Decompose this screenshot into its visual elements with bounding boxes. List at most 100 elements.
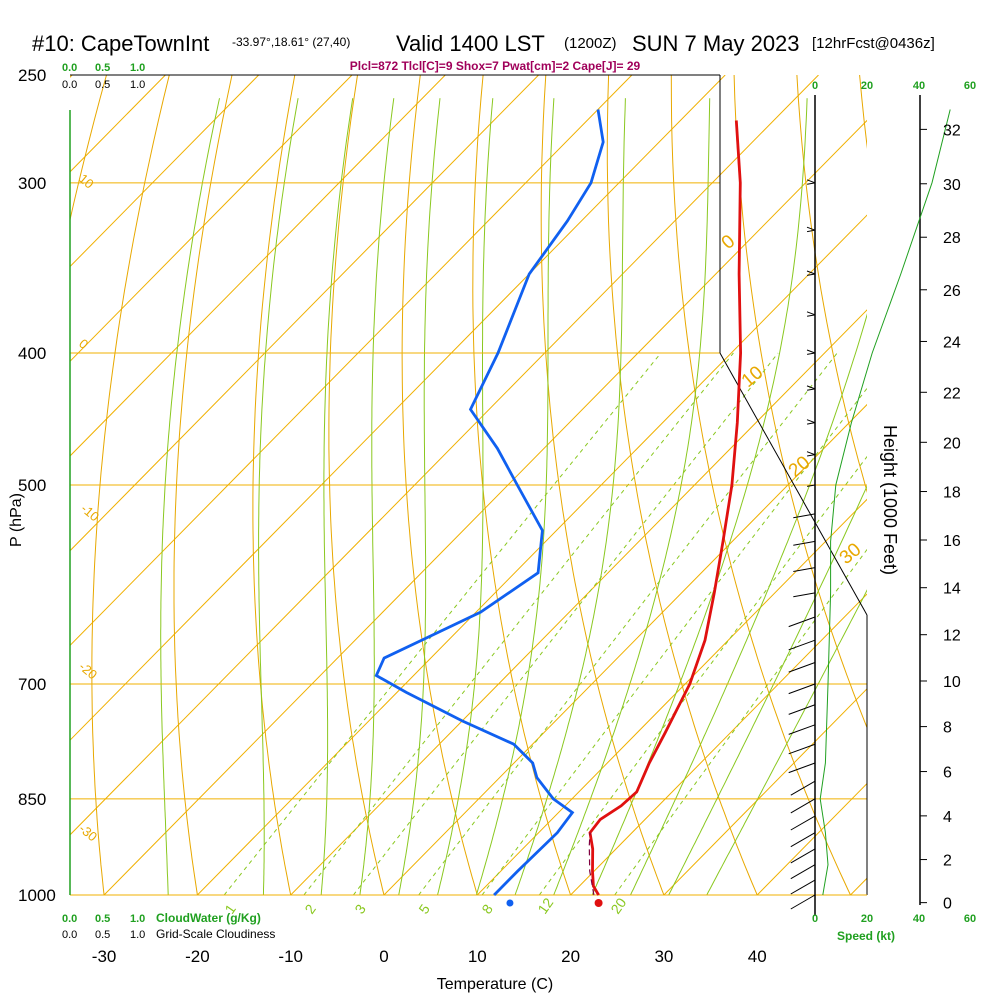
dry-adiabat-label: 0: [76, 336, 91, 352]
height-tick-label: 14: [943, 581, 961, 598]
wind-barb: [790, 815, 816, 831]
moist-adiabat-label: 20: [785, 452, 815, 482]
cloudwater-tick-label: 1.0: [130, 62, 145, 74]
wind-barb-tick: [806, 451, 816, 456]
dry-adiabat-line: [252, 75, 296, 895]
moist-adiabat-line: [320, 98, 354, 895]
height-tick-label: 2: [943, 853, 952, 870]
valid-time: Valid 1400 LST: [396, 31, 545, 56]
isobar-lines: [70, 182, 867, 896]
speed-tick-label: 60: [964, 913, 976, 925]
dry-adiabat-label: -20: [76, 659, 100, 683]
isotherm-line: [476, 498, 867, 895]
wind-barb: [790, 798, 816, 814]
wind-barb: [788, 616, 816, 628]
height-tick-label: 18: [943, 485, 961, 502]
wind-barb-tick: [806, 349, 816, 354]
height-tick-label: 26: [943, 283, 961, 300]
cloudiness-tick-label: 0.0: [62, 929, 77, 941]
x-tick-label: 40: [748, 947, 767, 966]
wind-barb: [788, 724, 816, 735]
mixing-ratio-label: 2: [301, 901, 319, 917]
height-tick-label: 0: [943, 896, 952, 913]
pressure-tick-label: 1000: [18, 886, 56, 905]
parcel-parameters: Plcl=872 Tlcl[C]=9 Shox=7 Pwat[cm]=2 Cap…: [350, 59, 641, 73]
moist-adiabat-line: [160, 98, 220, 895]
mixing-ratio-label: 12: [534, 895, 556, 917]
height-tick-label: 24: [943, 334, 961, 351]
x-tick-label: 0: [379, 947, 388, 966]
speed-tick-label: 60: [964, 80, 976, 92]
x-tick-label: 30: [654, 947, 673, 966]
wind-barb: [788, 743, 816, 755]
height-tick-label: 8: [943, 720, 952, 737]
wind-barb-tick: [806, 179, 816, 184]
wind-barb: [807, 352, 816, 355]
cloudiness-tick-label: 1.0: [130, 929, 145, 941]
speed-tick-label: 40: [913, 80, 925, 92]
pressure-tick-label: 500: [18, 476, 46, 495]
x-tick-label: 10: [468, 947, 487, 966]
cloudiness-tick-label: 0.5: [95, 929, 110, 941]
mixing-ratio-label: 5: [415, 901, 433, 917]
speed-tick-label: 40: [913, 913, 925, 925]
height-tick-label: 20: [943, 435, 961, 452]
pressure-tick-label: 300: [18, 174, 46, 193]
dry-adiabat-line: [173, 75, 233, 895]
wind-barb: [788, 762, 816, 774]
dry-adiabat-label: 10: [76, 171, 97, 192]
cloudiness-label: Grid-Scale Cloudiness: [156, 927, 275, 941]
cloudwater-tick-label: 1.0: [130, 913, 145, 925]
axis-labels: -30 -20 -10 0 10 20 30 402503004005007008501000…: [18, 62, 976, 966]
wind-barb: [788, 662, 816, 673]
wind-barb: [790, 894, 816, 910]
moist-adiabat-line: [436, 98, 494, 895]
pressure-tick-label: 250: [18, 66, 46, 85]
wind-barb: [793, 513, 816, 519]
dry-adiabat-lines: [70, 51, 1000, 924]
wind-barb: [807, 229, 816, 233]
speed-tick-label: 20: [861, 80, 873, 92]
wind-barb-tick: [806, 419, 816, 424]
height-tick-label: 4: [943, 809, 952, 826]
wind-barb: [807, 388, 816, 391]
y-axis-title: P (hPa): [8, 493, 25, 547]
moist-adiabat-label: 10: [738, 362, 768, 392]
moist-adiabat-line: [359, 98, 395, 895]
wind-speed-trace: [819, 109, 951, 896]
isotherm-line: [70, 75, 446, 457]
dry-adiabat-line: [606, 75, 758, 895]
wind-barb: [807, 454, 816, 457]
height-tick-label: 32: [943, 122, 961, 139]
moist-adiabat-line: [553, 98, 711, 895]
dry-adiabat-line: [982, 51, 1000, 924]
wind-barb-tick: [806, 270, 816, 275]
valid-date: SUN 7 May 2023: [632, 31, 800, 56]
moist-adiabat-line: [258, 98, 299, 895]
wind-barb: [790, 780, 816, 796]
wind-barb: [790, 832, 816, 848]
pressure-tick-label: 850: [18, 790, 46, 809]
wind-barb: [807, 484, 816, 487]
dry-adiabat-line: [401, 75, 478, 895]
moist-adiabat-line: [514, 98, 626, 895]
isotherm-line: [70, 75, 353, 363]
mixing-ratio-label: 3: [351, 901, 369, 917]
x-axis-title: Temperature (C): [437, 976, 553, 993]
cloudwater-label: CloudWater (g/Kg): [156, 911, 261, 925]
dry-adiabat-line: [796, 75, 867, 493]
cloudiness-tick-label: 0.5: [95, 79, 110, 91]
wind-barb: [793, 592, 816, 598]
x-tick-label: -20: [185, 947, 210, 966]
wind-barb: [807, 182, 816, 185]
dry-adiabat-label: -30: [76, 821, 100, 845]
forecast-info: [12hrFcst@0436z]: [812, 35, 935, 52]
moist-adiabat-line: [398, 98, 441, 895]
plot-frame: [69, 74, 921, 905]
wind-barb: [807, 422, 816, 425]
wind-barb: [790, 864, 816, 880]
mixing-ratio-line: [481, 387, 867, 895]
height-tick-label: 28: [943, 230, 961, 247]
station-coords: -33.97°,18.61° (27,40): [232, 35, 350, 49]
